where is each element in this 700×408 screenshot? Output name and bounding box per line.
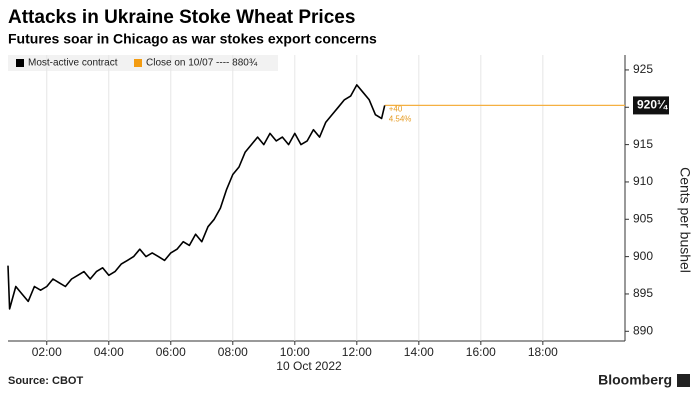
price-line (7, 84, 386, 310)
last-value-label: 920¼ (637, 98, 668, 112)
legend-label: Most-active contract (28, 58, 118, 69)
y-tick-label: 925 (633, 62, 653, 76)
annotation: +40 (389, 105, 403, 114)
legend-swatch (134, 59, 142, 67)
brand-icon (677, 374, 690, 387)
chart-subtitle: Futures soar in Chicago as war stokes ex… (8, 31, 377, 47)
legend-swatch (16, 59, 24, 67)
x-tick-label: 04:00 (94, 345, 124, 359)
x-tick-label: 12:00 (342, 345, 372, 359)
brand: Bloomberg (598, 372, 672, 388)
y-tick-label: 905 (633, 211, 653, 225)
y-tick-label: 890 (633, 323, 653, 337)
x-tick-label: 16:00 (466, 345, 496, 359)
annotation: 4.54% (389, 115, 412, 124)
x-tick-label: 06:00 (156, 345, 186, 359)
x-tick-label: 08:00 (218, 345, 248, 359)
y-tick-label: 915 (633, 137, 653, 151)
source: Source: CBOT (8, 375, 83, 387)
x-axis-label: 10 Oct 2022 (276, 359, 342, 373)
last-value-box (633, 96, 669, 115)
chart-title: Attacks in Ukraine Stoke Wheat Prices (8, 7, 355, 28)
legend-label: Close on 10/07 ---- 880¾ (146, 58, 258, 69)
y-tick-label: 895 (633, 286, 653, 300)
y-tick-label: 910 (633, 174, 653, 188)
x-tick-label: 14:00 (404, 345, 434, 359)
x-tick-label: 02:00 (32, 345, 62, 359)
y-axis-label: Cents per bushel (677, 167, 693, 273)
legend-box (8, 55, 278, 71)
x-tick-label: 18:00 (528, 345, 558, 359)
x-tick-label: 10:00 (280, 345, 310, 359)
y-tick-label: 900 (633, 249, 653, 263)
